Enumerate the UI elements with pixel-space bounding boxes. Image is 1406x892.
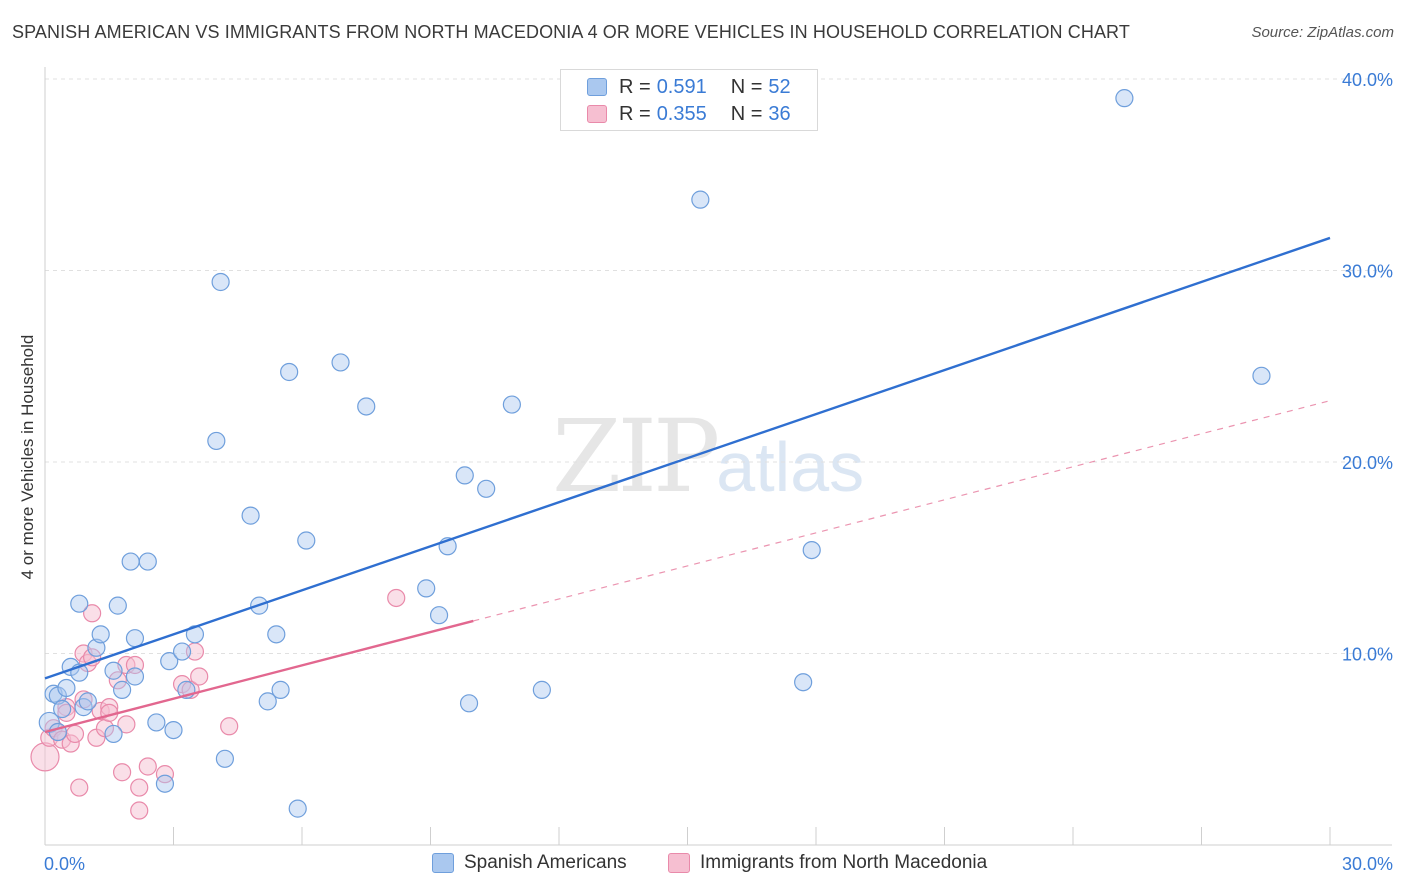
correlation-legend: R = 0.591 N = 52 R = 0.355 N = 36 xyxy=(560,69,818,131)
data-point-spanish-americans xyxy=(417,579,436,598)
data-point-spanish-americans xyxy=(160,652,179,671)
data-point-spanish-americans xyxy=(70,594,89,613)
legend-r-label: R = xyxy=(619,75,651,98)
trend-line-north-macedonia xyxy=(44,619,474,734)
data-point-north-macedonia xyxy=(70,778,89,797)
data-point-spanish-americans xyxy=(297,531,316,550)
series-legend-swatch-pink xyxy=(668,853,690,873)
data-point-spanish-americans xyxy=(112,680,132,699)
series-legend-item-north-macedonia: Immigrants from North Macedonia xyxy=(668,852,987,874)
x-tick-label-max: 30.0% xyxy=(1342,854,1393,874)
trend-extensions xyxy=(473,400,1331,622)
data-point-north-macedonia xyxy=(117,715,136,734)
data-point-spanish-americans xyxy=(164,720,183,740)
legend-row-north-macedonia: R = 0.355 N = 36 xyxy=(587,102,791,126)
series-legend: Spanish Americans Immigrants from North … xyxy=(0,852,1406,878)
data-point-spanish-americans xyxy=(357,397,376,416)
y-tick-label: 10.0% xyxy=(1342,645,1393,665)
legend-r-label: R = xyxy=(619,102,651,125)
trend-lines xyxy=(44,236,1331,734)
data-point-north-macedonia xyxy=(155,765,175,784)
series-legend-item-spanish-americans: Spanish Americans xyxy=(432,852,627,874)
data-point-spanish-americans xyxy=(502,395,521,414)
data-point-spanish-americans xyxy=(125,629,145,648)
data-point-spanish-americans xyxy=(172,642,192,661)
data-point-spanish-americans xyxy=(104,661,123,680)
axes xyxy=(44,67,1392,846)
data-point-spanish-americans xyxy=(429,606,449,625)
data-point-spanish-americans xyxy=(215,749,234,768)
legend-row-spanish-americans: R = 0.591 N = 52 xyxy=(587,75,791,99)
data-point-spanish-americans xyxy=(280,362,299,382)
legend-swatch-blue xyxy=(587,78,607,96)
trend-line-extension-north-macedonia xyxy=(473,400,1331,622)
data-point-spanish-americans xyxy=(121,552,140,571)
y-axis-label: 4 or more Vehicles in Household xyxy=(18,334,37,580)
legend-n-value: 36 xyxy=(768,102,791,125)
data-point-spanish-americans xyxy=(459,694,479,713)
data-point-north-macedonia xyxy=(387,588,406,608)
chart-title: SPANISH AMERICAN VS IMMIGRANTS FROM NORT… xyxy=(12,22,1130,42)
data-point-spanish-americans xyxy=(1252,366,1271,385)
data-point-north-macedonia xyxy=(220,717,239,736)
series-legend-label: Immigrants from North Macedonia xyxy=(700,852,988,873)
data-point-spanish-americans xyxy=(331,353,350,372)
data-point-spanish-americans xyxy=(288,799,307,818)
data-point-spanish-americans xyxy=(271,680,290,699)
data-point-north-macedonia xyxy=(83,604,102,623)
y-tick-label: 30.0% xyxy=(1342,262,1393,282)
data-point-spanish-americans xyxy=(155,774,175,793)
data-point-spanish-americans xyxy=(802,540,821,560)
data-point-spanish-americans xyxy=(87,638,106,657)
series-legend-swatch-blue xyxy=(432,853,454,873)
data-point-spanish-americans xyxy=(57,678,76,698)
data-point-spanish-americans xyxy=(691,190,710,209)
data-point-spanish-americans xyxy=(147,713,166,732)
data-point-spanish-americans xyxy=(455,466,474,485)
data-point-spanish-americans xyxy=(477,479,496,498)
data-point-north-macedonia xyxy=(130,801,149,820)
data-point-spanish-americans xyxy=(532,680,551,699)
grid-lines xyxy=(45,78,1392,654)
data-point-spanish-americans xyxy=(108,596,127,615)
y-tick-label: 20.0% xyxy=(1342,453,1393,473)
legend-swatch-pink xyxy=(587,105,607,123)
data-point-north-macedonia xyxy=(65,724,85,744)
data-point-spanish-americans xyxy=(91,625,110,644)
legend-r-value: 0.355 xyxy=(656,102,707,125)
data-point-spanish-americans xyxy=(138,552,157,571)
data-point-spanish-americans xyxy=(78,692,97,711)
series-spanish-americans xyxy=(38,89,1271,818)
data-point-north-macedonia xyxy=(108,671,127,690)
legend-r-value: 0.591 xyxy=(656,75,707,98)
data-point-north-macedonia xyxy=(190,667,209,686)
data-point-spanish-americans xyxy=(258,692,277,711)
tick-labels: 10.0% 20.0% 30.0% 40.0% 0.0% 30.0% xyxy=(44,70,1393,874)
legend-n-label: N = xyxy=(730,75,763,98)
legend-n-label: N = xyxy=(730,102,763,125)
data-point-north-macedonia xyxy=(112,763,132,782)
trend-line-spanish-americans xyxy=(44,236,1331,680)
data-point-spanish-americans xyxy=(207,431,226,451)
data-point-north-macedonia xyxy=(138,757,157,776)
data-point-spanish-americans xyxy=(211,272,230,292)
data-point-north-macedonia xyxy=(130,778,149,797)
data-point-spanish-americans xyxy=(125,667,145,686)
series-legend-label: Spanish Americans xyxy=(464,852,627,873)
data-point-spanish-americans xyxy=(267,625,286,644)
data-point-spanish-americans xyxy=(794,673,813,692)
data-point-spanish-americans xyxy=(104,724,123,744)
data-point-spanish-americans xyxy=(1115,89,1134,108)
source-credit: Source: ZipAtlas.com xyxy=(1251,24,1394,41)
y-tick-label: 40.0% xyxy=(1342,70,1393,90)
legend-n-value: 52 xyxy=(768,75,791,98)
data-point-spanish-americans xyxy=(53,699,72,719)
x-tick-label-min: 0.0% xyxy=(44,854,85,874)
data-point-north-macedonia xyxy=(30,742,60,772)
data-point-spanish-americans xyxy=(241,506,260,525)
